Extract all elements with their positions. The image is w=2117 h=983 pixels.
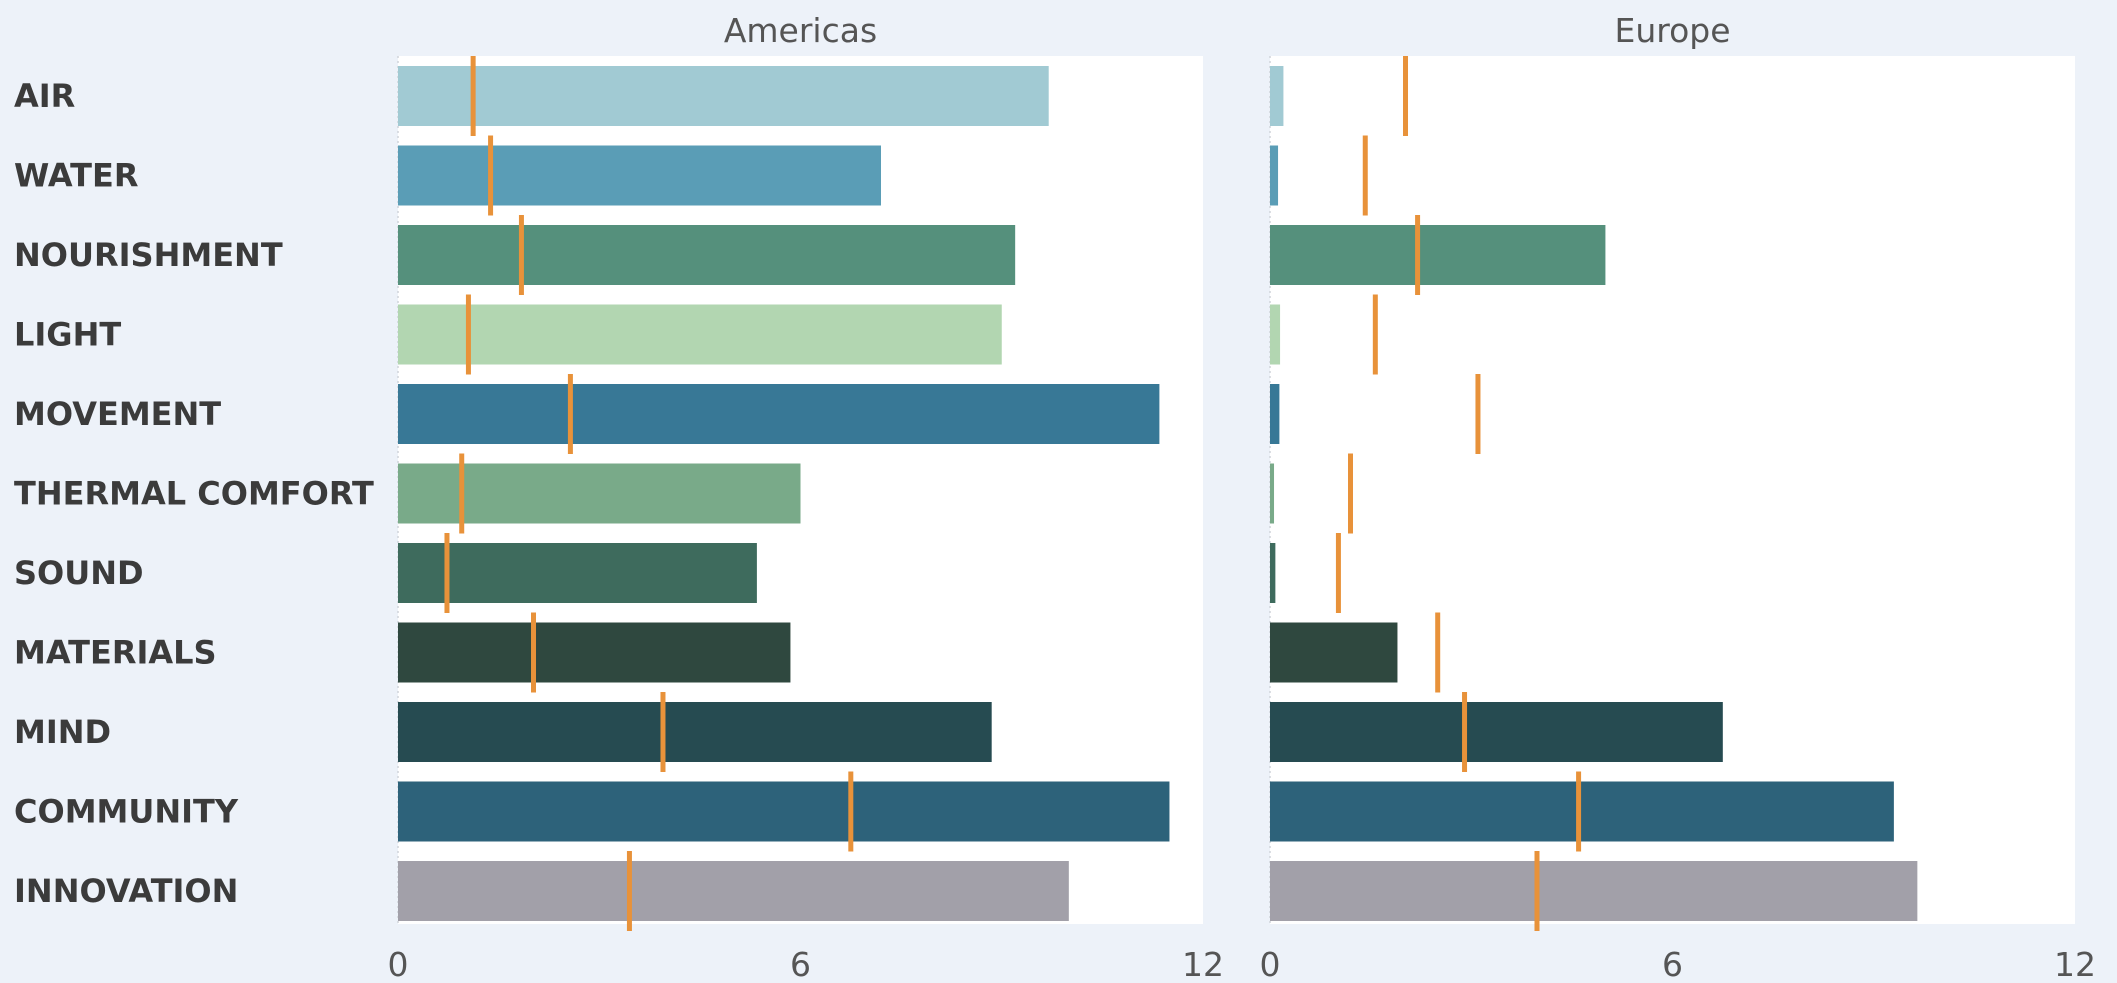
bar-light	[1270, 304, 1281, 365]
x-tick-label: 6	[1662, 945, 1683, 983]
marker-community	[848, 771, 854, 852]
category-label: SOUND	[14, 554, 144, 592]
panel-background-europe	[1270, 56, 2075, 924]
bar-movement	[398, 384, 1160, 444]
bar-nourishment	[1270, 225, 1606, 285]
marker-air	[470, 56, 476, 136]
x-tick-label: 12	[1182, 945, 1224, 983]
bar-thermal-comfort	[398, 463, 801, 524]
marker-nourishment	[518, 215, 524, 295]
marker-light	[1372, 294, 1378, 375]
bar-water	[398, 145, 881, 206]
bar-air	[1270, 66, 1284, 126]
marker-sound	[444, 533, 450, 613]
x-tick-label: 0	[388, 945, 409, 983]
bar-materials	[1270, 622, 1398, 683]
category-label: INNOVATION	[14, 872, 238, 910]
category-label: WATER	[14, 157, 138, 195]
marker-thermal-comfort	[459, 453, 465, 534]
category-label: AIR	[14, 77, 75, 115]
marker-thermal-comfort	[1348, 453, 1353, 534]
bar-thermal-comfort	[1270, 463, 1275, 524]
marker-mind	[660, 692, 666, 772]
marker-materials	[1435, 612, 1441, 693]
x-tick-label: 6	[790, 945, 811, 983]
bar-community	[1270, 781, 1894, 842]
marker-nourishment	[1415, 215, 1421, 295]
bar-water	[1270, 145, 1279, 206]
category-label: LIGHT	[14, 316, 121, 354]
marker-air	[1403, 56, 1409, 136]
marker-innovation	[1534, 851, 1540, 931]
bar-air	[398, 66, 1049, 126]
bar-mind	[398, 702, 992, 762]
panel-title-europe: Europe	[1614, 11, 1730, 50]
category-label: MOVEMENT	[14, 395, 221, 433]
marker-water	[1362, 135, 1368, 216]
bar-sound	[398, 543, 757, 603]
category-label: MATERIALS	[14, 634, 217, 672]
marker-sound	[1335, 533, 1341, 613]
bar-light	[398, 304, 1002, 365]
panel-title-americas: Americas	[724, 11, 877, 50]
bar-innovation	[1270, 861, 1918, 921]
x-tick-label: 12	[2054, 945, 2096, 983]
bar-sound	[1270, 543, 1276, 603]
category-label: MIND	[14, 713, 111, 751]
marker-light	[465, 294, 471, 375]
category-label: THERMAL COMFORT	[14, 475, 374, 513]
bar-materials	[398, 622, 791, 683]
marker-movement	[567, 374, 573, 454]
marker-community	[1576, 771, 1582, 852]
marker-water	[488, 135, 494, 216]
marker-materials	[531, 612, 537, 693]
bar-innovation	[398, 861, 1069, 921]
marker-mind	[1462, 692, 1468, 772]
bar-movement	[1270, 384, 1280, 444]
category-label: NOURISHMENT	[14, 236, 283, 274]
marker-movement	[1475, 374, 1481, 454]
x-tick-label: 0	[1260, 945, 1281, 983]
category-label: COMMUNITY	[14, 793, 239, 831]
marker-innovation	[626, 851, 632, 931]
bar-community	[398, 781, 1170, 842]
bar-nourishment	[398, 225, 1016, 285]
bar-mind	[1270, 702, 1723, 762]
